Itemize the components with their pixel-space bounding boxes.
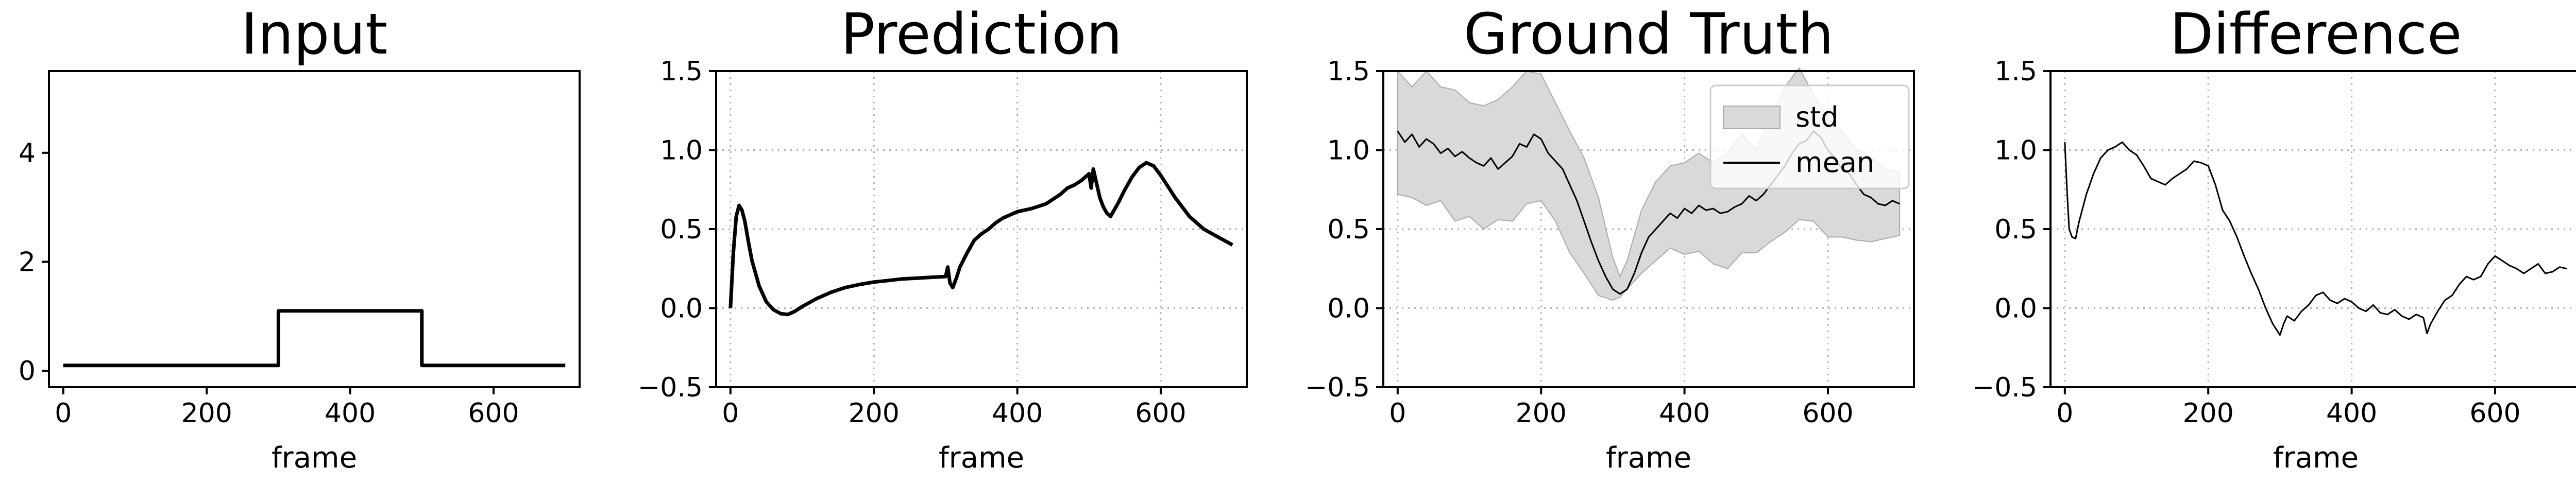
legend-label-mean: mean [1795,146,1874,179]
y-tick-label: 1.5 [1994,56,2037,87]
chart-panel-0: 0 200 400 600 0 2 4 Input frame [19,1,581,475]
y-tick-label: −0.5 [1972,372,2037,403]
y-tick-label: 4 [19,138,36,169]
x-tick-label: 200 [2183,398,2234,429]
y-tick-label: 1.0 [660,135,703,166]
x-tick-label: 200 [1516,398,1567,429]
x-tick-label: 0 [1389,398,1406,429]
series-line-0 [63,309,566,368]
x-tick-label: 600 [1135,398,1186,429]
x-axis-label: frame [939,441,1024,475]
chart-title: Prediction [841,1,1122,67]
legend-swatch-std [1723,106,1781,129]
y-tick-label: 1.5 [1327,56,1370,87]
series-line-0 [2064,141,2567,336]
y-tick-label: 1.0 [1327,135,1370,166]
chart-title: Difference [2170,1,2462,67]
x-tick-label: 400 [992,398,1043,429]
y-tick-label: 1.5 [660,56,703,87]
chart-title: Ground Truth [1464,1,1834,67]
plot-frame [715,70,1248,388]
y-tick-label: 0.0 [660,293,703,324]
x-tick-label: 400 [325,398,376,429]
series-line-0 [728,161,1233,317]
y-tick-label: 0.5 [660,214,703,245]
legend-label-std: std [1795,101,1839,133]
x-tick-label: 400 [1659,398,1710,429]
x-tick-label: 0 [55,398,72,429]
x-tick-label: 600 [2469,398,2520,429]
y-tick-label: 0.0 [1327,293,1370,324]
y-tick-label: 1.0 [1994,135,2037,166]
x-axis-label: frame [2273,441,2359,475]
x-axis-label: frame [272,441,357,475]
legend: std mean [1709,84,1910,189]
x-tick-label: 600 [468,398,519,429]
plot-frame [48,70,581,388]
x-tick-label: 0 [722,398,739,429]
y-tick-label: 0.0 [1994,293,2037,324]
y-tick-label: −0.5 [1305,372,1370,403]
y-tick-label: 0.5 [1327,214,1370,245]
y-tick-label: 0.5 [1994,214,2037,245]
y-tick-label: −0.5 [638,372,703,403]
chart-panel-2: 0 200 400 600 −0.5 0.0 0.5 1.0 1.5 Ground Truth fr… [1305,1,1915,475]
chart-panel-3: 0 200 400 600 −0.5 0.0 0.5 1.0 1.5 Difference fram… [1972,1,2576,475]
chart-title: Input [241,1,388,67]
y-tick-label: 0 [19,356,36,387]
x-axis-label: frame [1606,441,1691,475]
x-tick-label: 200 [181,398,232,429]
x-tick-label: 400 [2326,398,2377,429]
chart-panel-1: 0 200 400 600 −0.5 0.0 0.5 1.0 1.5 Prediction fram… [638,1,1248,475]
y-tick-label: 2 [19,247,36,278]
x-tick-label: 0 [2056,398,2073,429]
x-tick-label: 200 [849,398,900,429]
x-tick-label: 600 [1802,398,1853,429]
